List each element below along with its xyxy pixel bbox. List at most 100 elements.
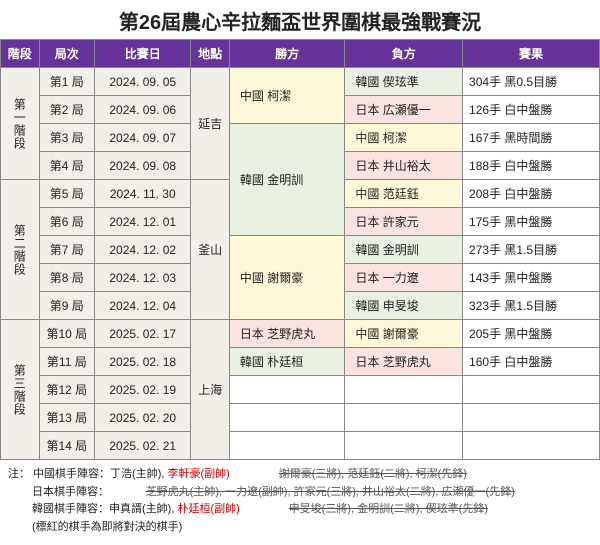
th-result: 賽果 [463, 40, 600, 68]
note-text: 中國棋手陣容：丁浩(主帥), [33, 468, 167, 480]
round-cell: 第7 局 [39, 236, 95, 264]
loser-cell: 韓國 金明訓 [345, 236, 463, 264]
result-cell: 175手 黑中盤勝 [463, 208, 600, 236]
venue-cell: 釜山 [191, 180, 230, 320]
stage-cell: 第一階段 [1, 68, 40, 180]
date-cell: 2024. 11. 30 [95, 180, 191, 208]
round-cell: 第5 局 [39, 180, 95, 208]
winner-cell [229, 432, 345, 460]
round-cell: 第10 局 [39, 320, 95, 348]
winner-cell: 韓國 朴廷桓 [229, 348, 345, 376]
date-cell: 2024. 09. 07 [95, 124, 191, 152]
loser-cell [345, 376, 463, 404]
loser-cell: 日本 許家元 [345, 208, 463, 236]
note-red: 朴廷桓(副帥) [177, 503, 239, 515]
table-row: 第一階段 第1 局 2024. 09. 05 延吉 中國 柯潔 韓國 偰玹準 3… [1, 68, 600, 96]
venue-cell: 上海 [191, 320, 230, 460]
loser-cell [345, 432, 463, 460]
round-cell: 第9 局 [39, 292, 95, 320]
date-cell: 2024. 12. 01 [95, 208, 191, 236]
note-kr: 韓國棋手陣容：申真諝(主帥), 朴廷桓(副帥) 申旻埈(三將), 金明訓(二將)… [8, 501, 592, 519]
stage-cell: 第二階段 [1, 180, 40, 320]
loser-cell: 中國 范廷鈺 [345, 180, 463, 208]
th-round: 局次 [39, 40, 95, 68]
result-cell: 273手 黑1.5目勝 [463, 236, 600, 264]
results-table: 階段 局次 比賽日 地點 勝方 負方 賽果 第一階段 第1 局 2024. 09… [0, 39, 600, 460]
date-cell: 2024. 12. 03 [95, 264, 191, 292]
loser-cell: 日本 芝野虎丸 [345, 348, 463, 376]
loser-cell: 中國 柯潔 [345, 124, 463, 152]
result-cell: 143手 黑中盤勝 [463, 264, 600, 292]
loser-cell: 中國 謝爾豪 [345, 320, 463, 348]
winner-cell [229, 404, 345, 432]
winner-cell: 韓國 金明訓 [229, 124, 345, 236]
date-cell: 2025. 02. 17 [95, 320, 191, 348]
date-cell: 2024. 12. 02 [95, 236, 191, 264]
note-jp: 日本棋手陣容： 芝野虎丸(主帥), 一力遼(副帥), 許家元(三將), 井山裕太… [8, 484, 592, 502]
note-text: 韓國棋手陣容：申真諝(主帥), [32, 503, 177, 515]
th-date: 比賽日 [95, 40, 191, 68]
note-remark: (標紅的棋手為即將對決的棋手) [8, 519, 592, 537]
winner-cell: 中國 柯潔 [229, 68, 345, 124]
loser-cell: 日本 広瀬優一 [345, 96, 463, 124]
note-strike: 申旻埈(三將), 金明訓(二將), 偰玹準(先鋒) [289, 503, 488, 515]
result-cell: 208手 白中盤勝 [463, 180, 600, 208]
round-cell: 第4 局 [39, 152, 95, 180]
date-cell: 2025. 02. 18 [95, 348, 191, 376]
date-cell: 2024. 09. 08 [95, 152, 191, 180]
table-row: 第三階段 第10 局 2025. 02. 17 上海 日本 芝野虎丸 中國 謝爾… [1, 320, 600, 348]
round-cell: 第11 局 [39, 348, 95, 376]
table-row: 第13 局 2025. 02. 20 [1, 404, 600, 432]
round-cell: 第6 局 [39, 208, 95, 236]
note-text: 日本棋手陣容： [32, 486, 109, 498]
result-cell: 167手 黑時間勝 [463, 124, 600, 152]
round-cell: 第14 局 [39, 432, 95, 460]
loser-cell: 日本 一力遼 [345, 264, 463, 292]
note-cn: 注： 中國棋手陣容：丁浩(主帥), 李軒豪(副帥) 謝爾豪(三將), 范廷鈺(二… [8, 466, 592, 484]
result-cell: 304手 黑0.5目勝 [463, 68, 600, 96]
loser-cell: 韓國 申旻埈 [345, 292, 463, 320]
result-cell: 160手 白中盤勝 [463, 348, 600, 376]
round-cell: 第8 局 [39, 264, 95, 292]
th-venue: 地點 [191, 40, 230, 68]
date-cell: 2024. 09. 06 [95, 96, 191, 124]
round-cell: 第12 局 [39, 376, 95, 404]
result-cell [463, 376, 600, 404]
th-loser: 負方 [345, 40, 463, 68]
th-stage: 階段 [1, 40, 40, 68]
result-cell: 205手 黑中盤勝 [463, 320, 600, 348]
table-row: 第12 局 2025. 02. 19 [1, 376, 600, 404]
th-winner: 勝方 [229, 40, 345, 68]
winner-cell [229, 376, 345, 404]
note-red: 李軒豪(副帥) [168, 468, 230, 480]
note-label: 注： [8, 468, 30, 480]
winner-cell: 中國 謝爾豪 [229, 236, 345, 320]
result-cell [463, 404, 600, 432]
loser-cell: 韓國 偰玹準 [345, 68, 463, 96]
round-cell: 第2 局 [39, 96, 95, 124]
result-cell: 188手 白中盤勝 [463, 152, 600, 180]
table-row: 第14 局 2025. 02. 21 [1, 432, 600, 460]
result-cell: 323手 黑1.5目勝 [463, 292, 600, 320]
date-cell: 2025. 02. 19 [95, 376, 191, 404]
page-title: 第26屆農心辛拉麵盃世界圍棋最強戰賽況 [0, 0, 600, 39]
note-strike: 芝野虎丸(主帥), 一力遼(副帥), 許家元(三將), 井山裕太(二將), 広瀬… [146, 486, 515, 498]
result-cell [463, 432, 600, 460]
table-row: 第3 局 2024. 09. 07 韓國 金明訓 中國 柯潔 167手 黑時間勝 [1, 124, 600, 152]
table-row: 第7 局 2024. 12. 02 中國 謝爾豪 韓國 金明訓 273手 黑1.… [1, 236, 600, 264]
note-strike: 謝爾豪(三將), 范廷鈺(二將), 柯潔(先鋒) [279, 468, 467, 480]
round-cell: 第13 局 [39, 404, 95, 432]
stage-cell: 第三階段 [1, 320, 40, 460]
table-row: 第11 局 2025. 02. 18 韓國 朴廷桓 日本 芝野虎丸 160手 白… [1, 348, 600, 376]
date-cell: 2025. 02. 20 [95, 404, 191, 432]
header-row: 階段 局次 比賽日 地點 勝方 負方 賽果 [1, 40, 600, 68]
date-cell: 2024. 12. 04 [95, 292, 191, 320]
winner-cell: 日本 芝野虎丸 [229, 320, 345, 348]
loser-cell: 日本 井山裕太 [345, 152, 463, 180]
date-cell: 2025. 02. 21 [95, 432, 191, 460]
result-cell: 126手 白中盤勝 [463, 96, 600, 124]
date-cell: 2024. 09. 05 [95, 68, 191, 96]
notes-section: 注： 中國棋手陣容：丁浩(主帥), 李軒豪(副帥) 謝爾豪(三將), 范廷鈺(二… [0, 460, 600, 542]
venue-cell: 延吉 [191, 68, 230, 180]
loser-cell [345, 404, 463, 432]
